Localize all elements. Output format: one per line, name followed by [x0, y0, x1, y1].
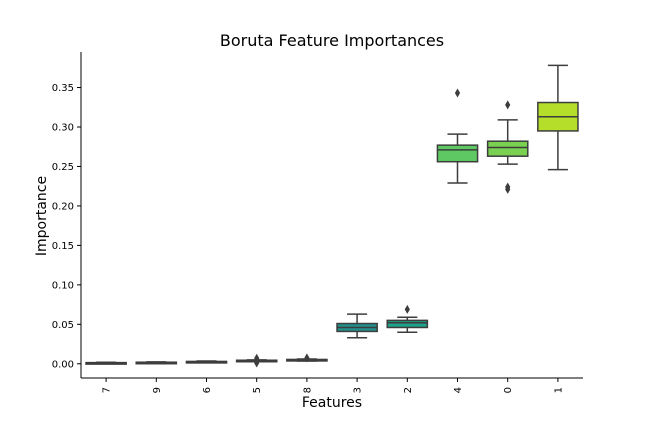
x-tick-label: 7 — [102, 387, 113, 393]
y-tick-label: 0.30 — [52, 122, 74, 133]
outlier-point — [254, 353, 260, 363]
outlier-point — [454, 88, 461, 98]
x-tick-label: 9 — [152, 387, 163, 393]
outlier-point — [505, 184, 511, 194]
outlier-point — [404, 304, 410, 314]
x-tick-label: 2 — [403, 387, 414, 393]
outlier-point — [505, 100, 511, 110]
x-tick-label: 1 — [553, 387, 564, 393]
y-tick-label: 0.00 — [52, 359, 74, 370]
y-tick-label: 0.10 — [52, 280, 74, 291]
x-tick-label: 3 — [353, 387, 364, 393]
box-2 — [386, 319, 429, 329]
x-tick-label: 0 — [503, 387, 514, 393]
outlier-point — [254, 358, 260, 368]
x-axis-label: Features — [302, 395, 362, 411]
y-tick-label: 0.15 — [52, 241, 74, 252]
y-tick-label: 0.35 — [52, 83, 74, 94]
box-4 — [436, 144, 479, 163]
x-tick-label: 4 — [453, 387, 464, 393]
y-axis-label: Importance — [34, 176, 50, 256]
chart-title: Boruta Feature Importances — [220, 31, 444, 50]
y-tick-label: 0.05 — [52, 320, 74, 331]
outlier-point — [304, 353, 310, 363]
x-tick-label: 5 — [252, 387, 263, 393]
plot-area: 0.00 0.05 0.10 0.15 0.20 0.25 0.30 0.35 7 9 6 5 8 3 2 4… — [52, 52, 583, 393]
box-0 — [486, 140, 529, 157]
y-tick-label: 0.20 — [52, 201, 74, 212]
x-tick-label: 6 — [202, 387, 213, 393]
x-tick-label: 8 — [302, 387, 313, 393]
y-tick-label: 0.25 — [52, 162, 74, 173]
